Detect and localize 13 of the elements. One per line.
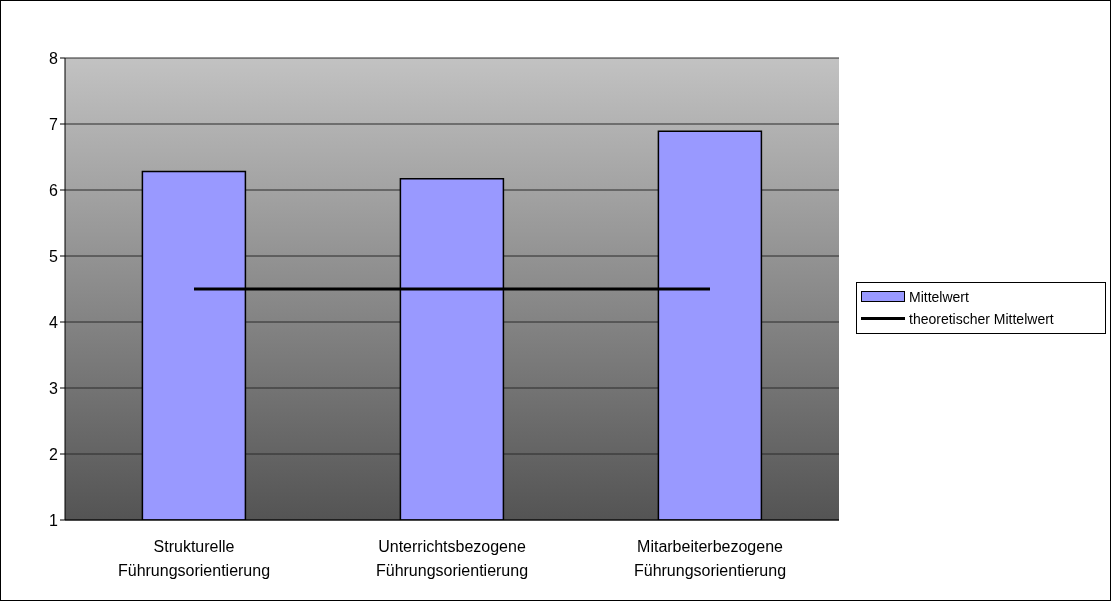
legend-label: theoretischer Mittelwert — [909, 310, 1054, 327]
y-tick-label: 6 — [49, 181, 59, 199]
x-tick-label: Strukturelle Führungsorientierung — [117, 538, 271, 579]
y-tick-label: 3 — [49, 379, 59, 397]
y-tick-label: 4 — [49, 313, 59, 331]
y-tick-label: 5 — [49, 247, 59, 265]
x-tick-label: Unterrichtsbezogene Führungsorientierung — [375, 538, 529, 579]
x-tick-label: Mitarbeiterbezogene Führungsorientierung — [633, 538, 787, 579]
y-tick-label: 1 — [49, 511, 59, 529]
y-tick-label: 7 — [49, 115, 59, 133]
y-tick-label: 2 — [49, 445, 59, 463]
y-tick-label: 8 — [49, 49, 59, 67]
legend-label: Mittelwert — [909, 288, 969, 305]
